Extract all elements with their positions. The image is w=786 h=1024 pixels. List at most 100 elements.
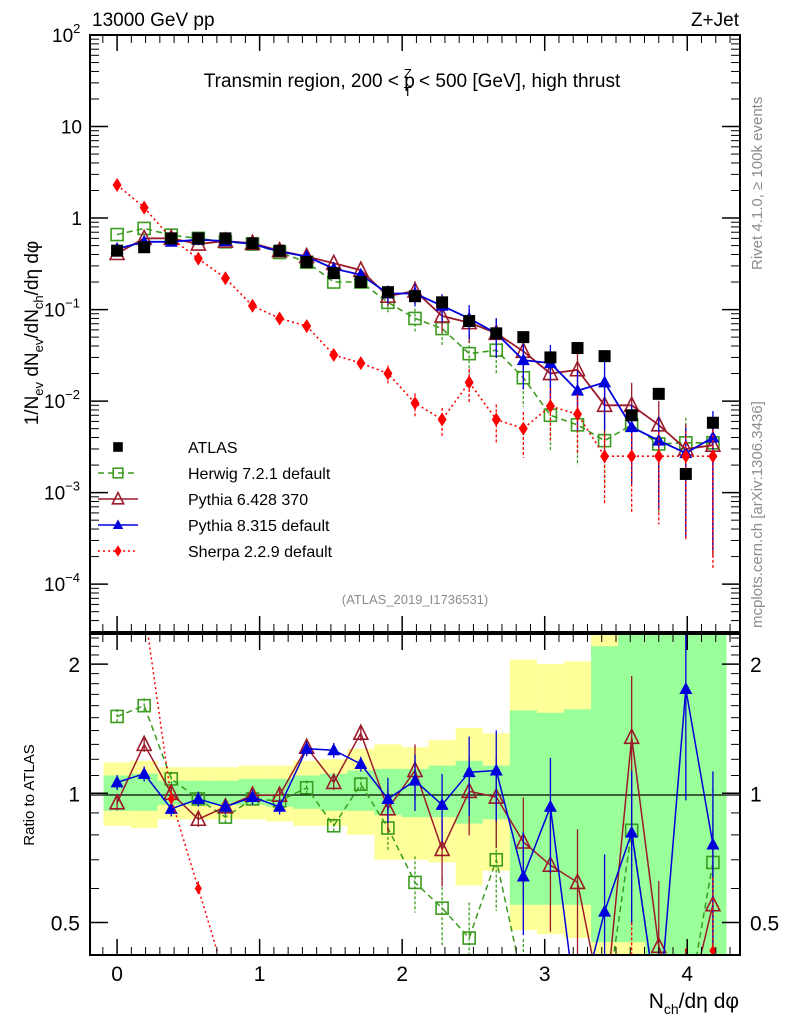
data-point xyxy=(573,407,582,422)
ratio-point xyxy=(222,973,229,984)
y-tick-label: 10−3 xyxy=(44,479,80,505)
data-point xyxy=(219,232,232,245)
ratio-point xyxy=(682,1012,689,1023)
ratio-point xyxy=(543,799,557,812)
ratio-point xyxy=(544,1012,556,1024)
data-point xyxy=(300,256,313,269)
data-point xyxy=(273,244,286,257)
x-tick-label: 4 xyxy=(681,963,693,986)
series-line-pythia-8-315-default xyxy=(116,238,714,455)
data-point xyxy=(138,241,151,254)
legend-item-pythia-6-428-370: Pythia 6.428 370 xyxy=(98,490,308,509)
legend-item-herwig-7-2-1-default: Herwig 7.2.1 default xyxy=(98,466,331,483)
ratio-point xyxy=(598,1010,612,1024)
ratio-point xyxy=(326,818,341,833)
ratio-point xyxy=(354,777,368,791)
data-point xyxy=(220,271,230,286)
x-axis-label: Nch/dη dφ xyxy=(649,990,739,1017)
data-point xyxy=(598,375,612,388)
y-tick-label: 1 xyxy=(71,209,82,230)
data-point xyxy=(248,298,257,313)
series-sherpa-2-2-9-default xyxy=(112,177,718,569)
ratio-point xyxy=(408,773,422,786)
ratio-point xyxy=(110,709,124,724)
data-point xyxy=(408,311,422,326)
ratio-point xyxy=(354,757,368,770)
data-point xyxy=(490,327,503,340)
x-tick-label: 1 xyxy=(254,963,266,986)
ratio-point xyxy=(489,852,504,867)
data-point xyxy=(139,200,149,215)
ratio-point xyxy=(571,1011,584,1023)
data-point xyxy=(571,342,584,355)
ratio-point xyxy=(299,780,314,795)
plot-title: Transmin region, 200 < pZ T < 500 [GeV], … xyxy=(204,66,621,99)
data-point xyxy=(275,311,285,326)
legend-marker-icon xyxy=(114,545,122,557)
legend-item-sherpa-2-2-9-default: Sherpa 2.2.9 default xyxy=(98,544,333,561)
analysis-id-label: (ATLAS_2019_I1736531) xyxy=(342,592,488,607)
legend-marker-icon xyxy=(111,490,125,505)
ratio-point xyxy=(516,869,530,882)
legend-marker-icon xyxy=(113,442,123,452)
legend-item-pythia-8-315-default: Pythia 8.315 default xyxy=(98,518,330,535)
mcplots-label: mcplots.cern.ch [arXiv:1306.3436] xyxy=(749,401,766,628)
ratio-point xyxy=(679,681,693,694)
ratio-point xyxy=(706,837,720,850)
data-point xyxy=(652,387,665,400)
data-point xyxy=(679,467,692,480)
ratio-point xyxy=(273,799,287,812)
ratio-point xyxy=(680,1012,692,1024)
data-point xyxy=(165,232,178,245)
legend-label: Pythia 8.315 default xyxy=(188,518,330,535)
legend: ATLAS Herwig 7.2.1 default Pythia 6.428 37… xyxy=(98,440,333,561)
data-point xyxy=(327,267,340,280)
data-point xyxy=(491,412,501,427)
x-tick-label: 2 xyxy=(396,963,408,986)
data-point xyxy=(464,375,474,390)
ratio-y-axis-label: Ratio to ATLAS xyxy=(21,744,38,845)
legend-label: ATLAS xyxy=(188,440,238,457)
y-tick-label: 10−4 xyxy=(44,570,80,596)
ratio-point xyxy=(598,904,612,917)
data-point xyxy=(625,420,639,433)
ratio-y-tick-label: 1 xyxy=(68,783,80,806)
data-point xyxy=(409,290,421,303)
ratio-y-tick-label: 2 xyxy=(68,654,80,677)
data-point xyxy=(356,356,366,371)
ratio-point xyxy=(435,797,449,810)
ratio-point xyxy=(462,765,476,778)
ratio-point xyxy=(137,766,151,779)
data-point xyxy=(544,351,557,364)
series-atlas xyxy=(111,232,719,480)
data-point xyxy=(137,221,151,236)
ratio-y-tick-label-right: 0.5 xyxy=(750,912,779,935)
data-point xyxy=(545,399,555,414)
legend-label: Sherpa 2.2.9 default xyxy=(188,544,333,561)
data-point xyxy=(598,350,611,363)
header-energy-label: 13000 GeV pp xyxy=(92,10,215,31)
data-point xyxy=(571,383,584,396)
data-point xyxy=(192,232,205,245)
data-point xyxy=(246,237,259,250)
y-tick-label: 10−2 xyxy=(44,387,80,413)
data-point xyxy=(436,296,449,309)
ratio-point xyxy=(246,790,259,803)
x-tick-label: 0 xyxy=(111,963,123,986)
ratio-point xyxy=(300,741,314,754)
ratio-point xyxy=(517,978,529,990)
series-line-pythia-6-428-370 xyxy=(116,237,714,450)
ratio-point xyxy=(135,734,153,752)
data-point xyxy=(463,315,476,328)
main-frame xyxy=(89,34,741,633)
y-tick-label: 102 xyxy=(52,21,80,47)
ratio-point xyxy=(623,727,640,745)
ratio-point xyxy=(141,603,148,614)
legend-item-atlas: ATLAS xyxy=(113,440,238,457)
series-line-herwig-7-2-1-default xyxy=(116,227,713,445)
ratio-point xyxy=(110,775,124,788)
data-point xyxy=(708,449,718,464)
data-point xyxy=(302,319,312,334)
ratio-point xyxy=(381,791,395,804)
